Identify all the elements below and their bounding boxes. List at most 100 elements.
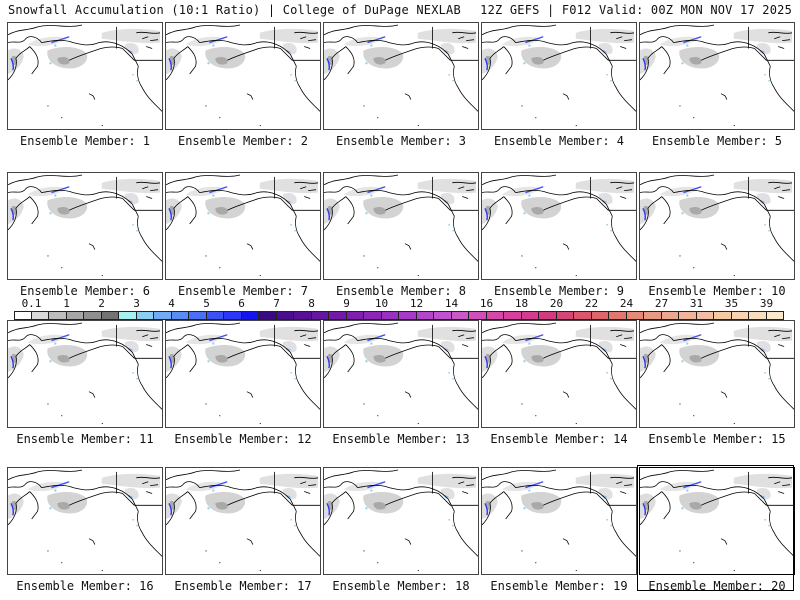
colorbar-cell [241, 311, 259, 320]
ensemble-member-label: Ensemble Member: 4 [493, 134, 625, 148]
snowfall-map-image [8, 174, 162, 277]
model-run-info: 12Z GEFS | F012 Valid: 00Z MON NOV 17 20… [480, 3, 792, 17]
colorbar-cell [171, 311, 189, 320]
colorbar-cell [644, 311, 662, 320]
ensemble-member-map-7 [165, 172, 321, 280]
ensemble-member-map-5 [639, 22, 795, 130]
colorbar-tick-label: 6 [238, 297, 245, 310]
colorbar-cell [189, 311, 207, 320]
colorbar-cell [696, 311, 714, 320]
ensemble-member-label: Ensemble Member: 10 [648, 284, 786, 298]
snowfall-map-image [324, 322, 478, 425]
colorbar-tick-label: 22 [584, 297, 599, 310]
snowfall-map-image [8, 24, 162, 127]
ensemble-member-label: Ensemble Member: 9 [493, 284, 625, 298]
colorbar-cell [679, 311, 697, 320]
colorbar-cell [399, 311, 417, 320]
snowfall-map-image [166, 469, 320, 572]
ensemble-member-map-19 [481, 467, 637, 575]
ensemble-member-label: Ensemble Member: 15 [648, 432, 786, 446]
ensemble-member-map-9 [481, 172, 637, 280]
colorbar-cell [101, 311, 119, 320]
ensemble-member-label: Ensemble Member: 14 [490, 432, 628, 446]
ensemble-member-label: Ensemble Member: 3 [335, 134, 467, 148]
snowfall-map-image [640, 469, 794, 572]
colorbar-cell [766, 311, 784, 320]
colorbar-tick-label: 12 [409, 297, 424, 310]
colorbar-tick-label: 18 [514, 297, 529, 310]
colorbar-tick-label: 35 [724, 297, 739, 310]
ensemble-member-map-1 [7, 22, 163, 130]
colorbar-tick-label: 4 [168, 297, 175, 310]
snowfall-map-image [8, 469, 162, 572]
colorbar-labels: 0.1 1 2 3 4 5 6 7 8 9 10 12 14 16 18 20 22 24 27 31 35 39 [14, 297, 786, 310]
colorbar-tick-label: 16 [479, 297, 494, 310]
ensemble-member-label: Ensemble Member: 5 [651, 134, 783, 148]
ensemble-member-label: Ensemble Member: 13 [332, 432, 470, 446]
colorbar-cell [154, 311, 172, 320]
colorbar-tick-label: 27 [654, 297, 669, 310]
colorbar-cell [364, 311, 382, 320]
colorbar-tick-label: 9 [343, 297, 350, 310]
colorbar-tick-label: 5 [203, 297, 210, 310]
ensemble-member-label: Ensemble Member: 20 [648, 579, 786, 593]
snowfall-map-image [640, 24, 794, 127]
colorbar-tick-label: 2 [98, 297, 105, 310]
colorbar-cell [224, 311, 242, 320]
colorbar-tick-label: 24 [619, 297, 634, 310]
ensemble-member-map-2 [165, 22, 321, 130]
colorbar-cell [451, 311, 469, 320]
colorbar-cell [609, 311, 627, 320]
ensemble-member-label: Ensemble Member: 7 [177, 284, 309, 298]
colorbar-cell [469, 311, 487, 320]
ensemble-member-map-15 [639, 320, 795, 428]
colorbar-cell [381, 311, 399, 320]
snowfall-map-image [482, 174, 636, 277]
ensemble-member-label: Ensemble Member: 19 [490, 579, 628, 593]
colorbar-cell [206, 311, 224, 320]
snowfall-map-image [324, 24, 478, 127]
ensemble-member-map-6 [7, 172, 163, 280]
snowfall-colorbar [14, 311, 784, 320]
ensemble-member-map-14 [481, 320, 637, 428]
snowfall-map-image [324, 469, 478, 572]
colorbar-tick-label: 1 [63, 297, 70, 310]
colorbar-cell [136, 311, 154, 320]
colorbar-cell [539, 311, 557, 320]
colorbar-cell [119, 311, 137, 320]
colorbar-cell [749, 311, 767, 320]
colorbar-tick-label: 8 [308, 297, 315, 310]
colorbar-cell [574, 311, 592, 320]
colorbar-tick-label: 20 [549, 297, 564, 310]
ensemble-member-label: Ensemble Member: 12 [174, 432, 312, 446]
colorbar-cell [329, 311, 347, 320]
chart-title: Snowfall Accumulation (10:1 Ratio) | Col… [8, 3, 461, 17]
colorbar-cell [311, 311, 329, 320]
ensemble-member-map-3 [323, 22, 479, 130]
snowfall-map-image [324, 174, 478, 277]
colorbar-cell [276, 311, 294, 320]
colorbar-cell [31, 311, 49, 320]
ensemble-member-map-16 [7, 467, 163, 575]
colorbar-cell [14, 311, 32, 320]
snowfall-map-image [640, 174, 794, 277]
ensemble-member-label: Ensemble Member: 18 [332, 579, 470, 593]
ensemble-member-map-12 [165, 320, 321, 428]
ensemble-member-label: Ensemble Member: 2 [177, 134, 309, 148]
colorbar-tick-label: 10 [374, 297, 389, 310]
snowfall-map-image [166, 174, 320, 277]
colorbar-tick-label: 3 [133, 297, 140, 310]
ensemble-member-map-13 [323, 320, 479, 428]
colorbar-cell [521, 311, 539, 320]
ensemble-member-label: Ensemble Member: 1 [19, 134, 151, 148]
colorbar-cell [416, 311, 434, 320]
ensemble-member-map-8 [323, 172, 479, 280]
colorbar-cell [591, 311, 609, 320]
colorbar-tick-label: 31 [689, 297, 704, 310]
snowfall-map-image [482, 469, 636, 572]
ensemble-member-map-17 [165, 467, 321, 575]
ensemble-member-label: Ensemble Member: 8 [335, 284, 467, 298]
colorbar-cell [434, 311, 452, 320]
colorbar-cell [556, 311, 574, 320]
ensemble-member-label: Ensemble Member: 11 [16, 432, 154, 446]
